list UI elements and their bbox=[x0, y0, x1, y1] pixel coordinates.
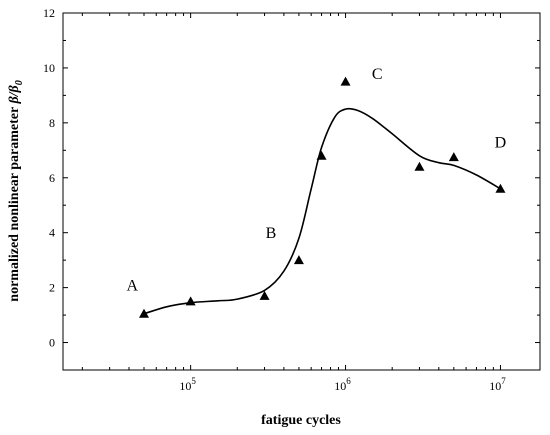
data-point bbox=[293, 255, 304, 265]
data-point bbox=[138, 308, 149, 318]
annotation-label: B bbox=[266, 225, 277, 242]
y-axis-title-main: normalized nonlinear parameter bbox=[7, 104, 22, 302]
annotation-label: D bbox=[495, 135, 507, 152]
x-tick-label: 107 bbox=[489, 376, 506, 393]
y-tick-label: 10 bbox=[43, 61, 55, 75]
data-point bbox=[316, 150, 327, 160]
y-tick-label: 2 bbox=[49, 281, 55, 295]
y-tick-label: 0 bbox=[49, 336, 55, 350]
y-tick-label: 6 bbox=[49, 171, 55, 185]
x-axis-title: fatigue cycles bbox=[261, 413, 341, 428]
fit-curve bbox=[143, 107, 501, 315]
x-tick-label: 105 bbox=[179, 376, 196, 393]
data-point bbox=[448, 152, 459, 162]
data-point bbox=[185, 296, 196, 306]
y-tick-label: 12 bbox=[43, 6, 55, 20]
annotations: A B C D bbox=[126, 66, 506, 294]
data-point bbox=[495, 183, 506, 193]
x-tick-label: 106 bbox=[334, 376, 351, 393]
data-point bbox=[414, 161, 425, 171]
data-points bbox=[138, 76, 506, 318]
plot-frame bbox=[62, 12, 541, 371]
y-tick-label: 8 bbox=[49, 116, 55, 130]
axis-ticks: 0 2 4 6 8 10 12 105 106 107 bbox=[43, 6, 540, 393]
annotation-label: C bbox=[372, 66, 383, 83]
data-point bbox=[340, 76, 351, 86]
annotation-label: A bbox=[126, 277, 138, 294]
y-axis-title: normalized nonlinear parameter β/β0 bbox=[7, 80, 25, 301]
y-axis-title-math: β/β bbox=[7, 84, 22, 104]
data-point bbox=[259, 290, 270, 300]
y-axis-title-sub: 0 bbox=[14, 80, 25, 85]
y-tick-label: 4 bbox=[49, 226, 55, 240]
